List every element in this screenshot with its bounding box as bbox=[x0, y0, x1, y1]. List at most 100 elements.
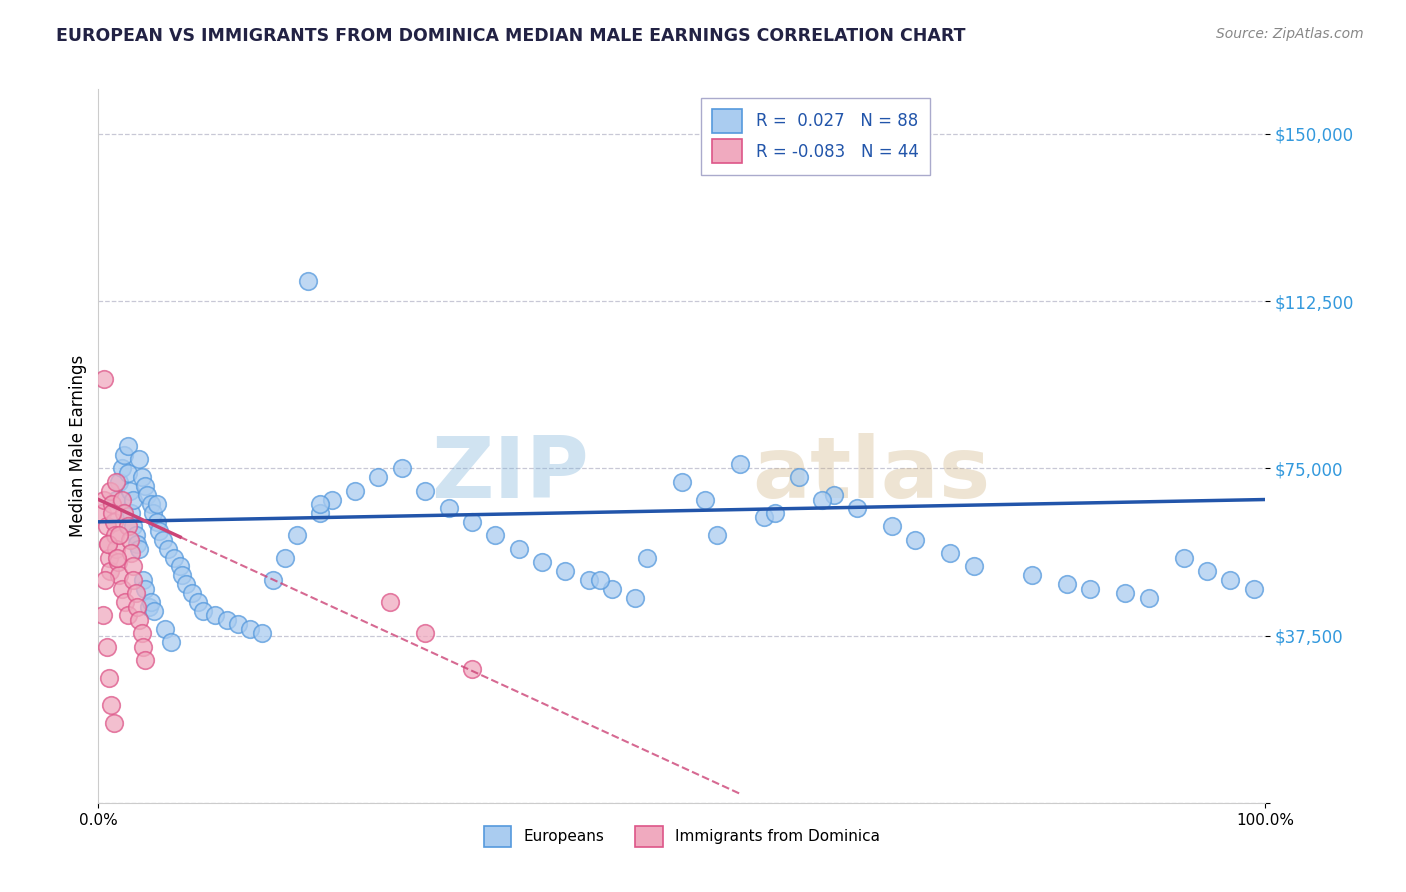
Point bbox=[823, 488, 845, 502]
Point bbox=[554, 564, 576, 578]
Point bbox=[117, 466, 139, 480]
Point bbox=[96, 519, 118, 533]
Point bbox=[134, 582, 156, 596]
Point bbox=[530, 555, 553, 569]
Point bbox=[1114, 586, 1136, 600]
Point bbox=[153, 622, 176, 636]
Point bbox=[309, 497, 332, 511]
Point bbox=[250, 626, 273, 640]
Point bbox=[1056, 577, 1078, 591]
Point bbox=[730, 457, 752, 471]
Point bbox=[112, 448, 135, 462]
Point bbox=[128, 452, 150, 467]
Text: atlas: atlas bbox=[752, 433, 990, 516]
Point bbox=[103, 715, 125, 730]
Point bbox=[98, 483, 121, 498]
Point bbox=[159, 635, 181, 649]
Point bbox=[120, 506, 142, 520]
Point bbox=[152, 533, 174, 547]
Point bbox=[131, 470, 153, 484]
Point bbox=[1173, 550, 1195, 565]
Point bbox=[169, 559, 191, 574]
Point bbox=[122, 573, 145, 587]
Point bbox=[120, 546, 142, 560]
Point bbox=[93, 492, 115, 507]
Point bbox=[96, 640, 118, 654]
Point bbox=[98, 564, 121, 578]
Point bbox=[962, 559, 984, 574]
Point bbox=[939, 546, 962, 560]
Point bbox=[262, 573, 284, 587]
Point bbox=[163, 550, 186, 565]
Point bbox=[138, 599, 160, 614]
Text: EUROPEAN VS IMMIGRANTS FROM DOMINICA MEDIAN MALE EARNINGS CORRELATION CHART: EUROPEAN VS IMMIGRANTS FROM DOMINICA MED… bbox=[56, 27, 966, 45]
Point bbox=[695, 492, 717, 507]
Point bbox=[125, 599, 148, 614]
Point bbox=[103, 515, 125, 529]
Point bbox=[118, 533, 141, 547]
Point bbox=[437, 501, 460, 516]
Text: ZIP: ZIP bbox=[430, 433, 589, 516]
Point bbox=[101, 497, 124, 511]
Point bbox=[1243, 582, 1265, 596]
Point bbox=[589, 573, 612, 587]
Point bbox=[204, 608, 226, 623]
Point bbox=[112, 506, 135, 520]
Point bbox=[100, 698, 122, 712]
Point bbox=[380, 595, 402, 609]
Point bbox=[391, 461, 413, 475]
Point bbox=[285, 528, 308, 542]
Point bbox=[117, 439, 139, 453]
Y-axis label: Median Male Earnings: Median Male Earnings bbox=[69, 355, 87, 537]
Point bbox=[93, 372, 115, 386]
Point bbox=[146, 497, 169, 511]
Point bbox=[128, 541, 150, 556]
Point bbox=[811, 492, 834, 507]
Point bbox=[461, 515, 484, 529]
Point bbox=[94, 573, 117, 587]
Point bbox=[132, 640, 155, 654]
Point bbox=[104, 475, 127, 489]
Point bbox=[117, 608, 139, 623]
Point bbox=[321, 492, 343, 507]
Point bbox=[1021, 568, 1043, 582]
Point bbox=[136, 488, 159, 502]
Point bbox=[578, 573, 600, 587]
Point bbox=[752, 510, 775, 524]
Point bbox=[125, 537, 148, 551]
Point bbox=[239, 622, 262, 636]
Point bbox=[101, 506, 124, 520]
Point bbox=[172, 568, 194, 582]
Point bbox=[228, 617, 250, 632]
Point bbox=[309, 506, 332, 520]
Point bbox=[1080, 582, 1102, 596]
Point bbox=[97, 537, 120, 551]
Point bbox=[108, 568, 131, 582]
Point bbox=[215, 613, 238, 627]
Point bbox=[122, 519, 145, 533]
Point bbox=[122, 559, 145, 574]
Point bbox=[157, 541, 180, 556]
Point bbox=[193, 604, 215, 618]
Point bbox=[846, 501, 869, 516]
Point bbox=[97, 671, 120, 685]
Point bbox=[1137, 591, 1160, 605]
Point bbox=[107, 555, 129, 569]
Point bbox=[139, 497, 162, 511]
Point bbox=[104, 528, 127, 542]
Point bbox=[114, 595, 136, 609]
Point bbox=[146, 515, 169, 529]
Point bbox=[134, 479, 156, 493]
Point bbox=[108, 475, 131, 489]
Point bbox=[624, 591, 647, 605]
Point bbox=[105, 550, 128, 565]
Point bbox=[143, 604, 166, 618]
Point bbox=[1219, 573, 1241, 587]
Point bbox=[134, 653, 156, 667]
Point bbox=[413, 483, 436, 498]
Point bbox=[97, 537, 120, 551]
Point bbox=[122, 492, 145, 507]
Point bbox=[111, 461, 134, 475]
Point bbox=[297, 274, 319, 288]
Point bbox=[131, 626, 153, 640]
